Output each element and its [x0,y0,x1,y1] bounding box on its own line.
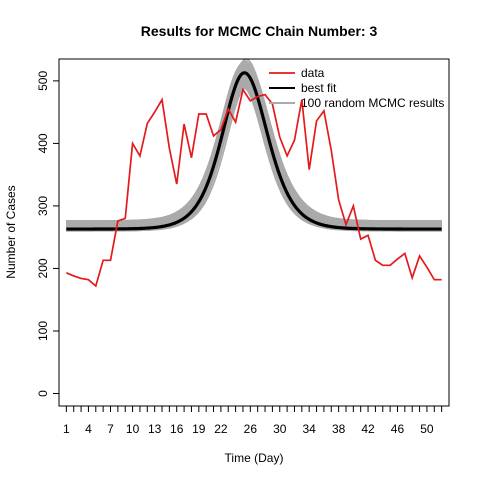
y-axis: 0 100 200 300 400 500 [36,71,60,397]
y-tick-label: 400 [36,133,50,153]
mcmc-result-line [66,86,442,232]
x-tick-label: 46 [391,422,405,436]
chart-title: Results for MCMC Chain Number: 3 [141,23,378,39]
x-tick-label: 10 [126,422,140,436]
x-tick-label: 22 [214,422,228,436]
x-tick-label: 42 [361,422,375,436]
y-tick-label: 500 [36,71,50,91]
x-tick-label: 1 [63,422,70,436]
x-tick-label: 13 [148,422,162,436]
mcmc-result-line [66,83,442,227]
legend-label-data: data [301,66,325,80]
x-tick-label: 16 [170,422,184,436]
x-tick-label: 26 [244,422,258,436]
x-tick-label: 38 [332,422,346,436]
y-axis-label: Number of Cases [4,185,18,278]
y-tick-label: 100 [36,321,50,341]
best-fit-line [66,71,442,231]
legend-label-mcmc: 100 random MCMC results [301,96,444,110]
mcmc-result-line [66,65,442,226]
x-tick-label: 7 [107,422,114,436]
x-tick-label: 30 [273,422,287,436]
x-tick-label: 50 [420,422,434,436]
y-tick-label: 200 [36,258,50,278]
x-tick-label: 19 [192,422,206,436]
data-line [66,87,442,288]
legend: data best fit 100 random MCMC results [269,66,444,110]
x-axis-label: Time (Day) [225,451,284,465]
x-axis: 1 4 7 10 13 16 19 22 26 30 34 38 42 46 50 [63,405,443,436]
y-tick-label: 300 [36,196,50,216]
x-tick-label: 34 [303,422,317,436]
legend-label-best-fit: best fit [301,81,337,95]
x-tick-label: 4 [85,422,92,436]
plot-frame [58,58,450,407]
y-tick-label: 0 [36,390,50,397]
